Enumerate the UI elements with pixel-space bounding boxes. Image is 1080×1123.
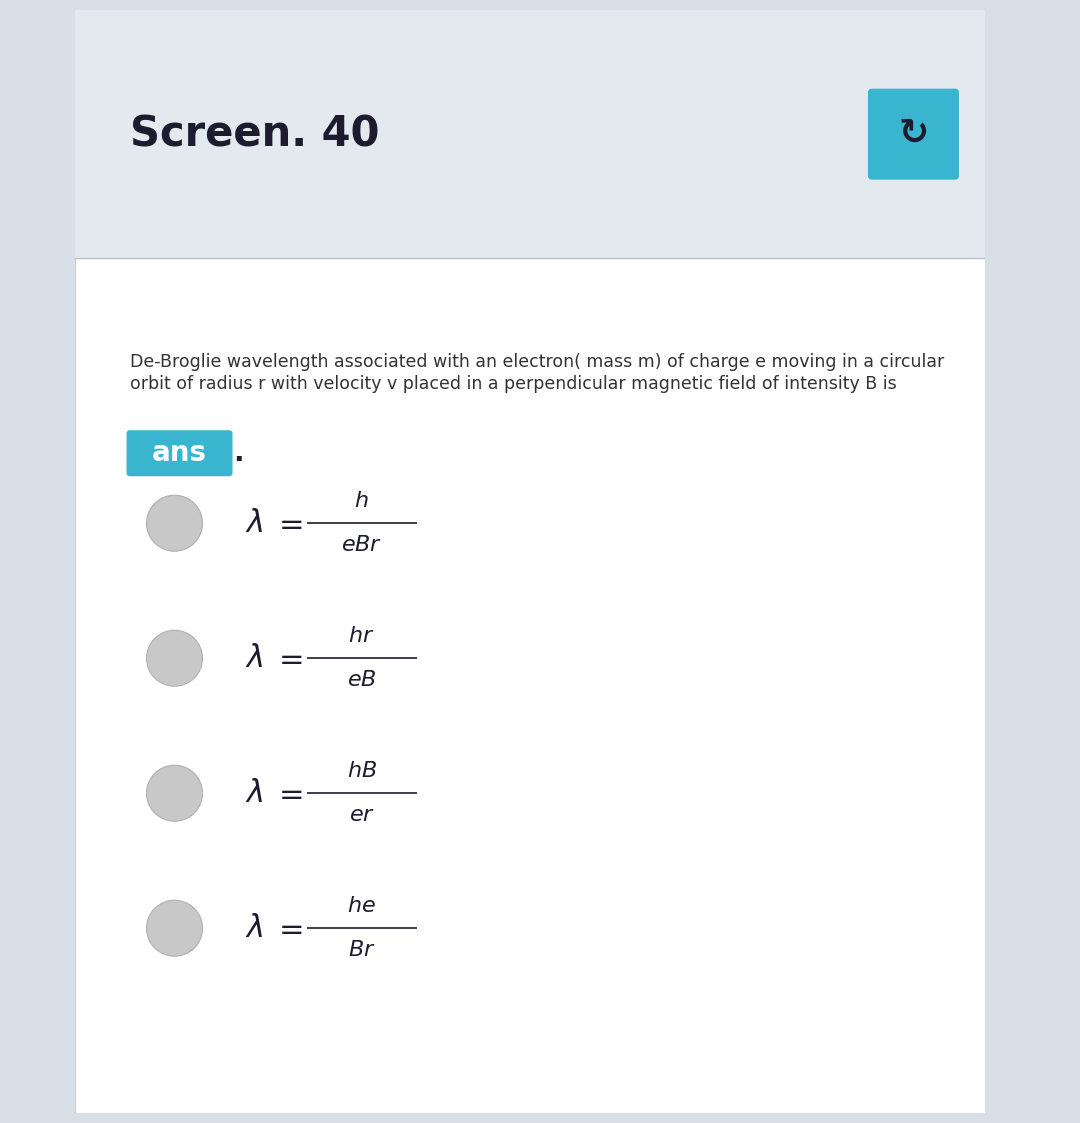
Text: orbit of radius r with velocity v placed in a perpendicular magnetic field of in: orbit of radius r with velocity v placed… xyxy=(130,375,896,393)
Text: De-Broglie wavelength associated with an electron( mass m) of charge e moving in: De-Broglie wavelength associated with an… xyxy=(130,354,944,372)
Circle shape xyxy=(147,495,203,551)
Text: $\lambda$: $\lambda$ xyxy=(244,778,262,807)
Text: .: . xyxy=(233,439,244,467)
Text: $\lambda$: $\lambda$ xyxy=(244,509,262,538)
Text: $=$: $=$ xyxy=(272,778,302,807)
Text: $\mathit{hB}$: $\mathit{hB}$ xyxy=(347,761,377,782)
Circle shape xyxy=(147,901,203,956)
FancyBboxPatch shape xyxy=(75,10,985,258)
Text: $\mathit{hr}$: $\mathit{hr}$ xyxy=(349,627,375,646)
FancyBboxPatch shape xyxy=(75,10,985,1113)
FancyBboxPatch shape xyxy=(126,430,232,476)
Text: Screen. 40: Screen. 40 xyxy=(130,113,379,155)
FancyBboxPatch shape xyxy=(868,89,959,180)
Text: ans: ans xyxy=(152,439,207,467)
Circle shape xyxy=(147,765,203,821)
Text: $=$: $=$ xyxy=(272,509,302,538)
Text: $\lambda$: $\lambda$ xyxy=(244,643,262,673)
Text: $\lambda$: $\lambda$ xyxy=(244,914,262,942)
Text: $\mathit{er}$: $\mathit{er}$ xyxy=(349,805,375,825)
Text: $\mathit{eBr}$: $\mathit{eBr}$ xyxy=(341,536,382,555)
Circle shape xyxy=(147,630,203,686)
Text: ↻: ↻ xyxy=(899,117,929,152)
Text: $\mathit{eB}$: $\mathit{eB}$ xyxy=(347,670,376,691)
Text: $=$: $=$ xyxy=(272,914,302,942)
Text: $=$: $=$ xyxy=(272,643,302,673)
Text: $\mathit{h}$: $\mathit{h}$ xyxy=(354,491,368,511)
Text: $\mathit{he}$: $\mathit{he}$ xyxy=(347,896,376,916)
Text: $\mathit{Br}$: $\mathit{Br}$ xyxy=(348,940,376,960)
